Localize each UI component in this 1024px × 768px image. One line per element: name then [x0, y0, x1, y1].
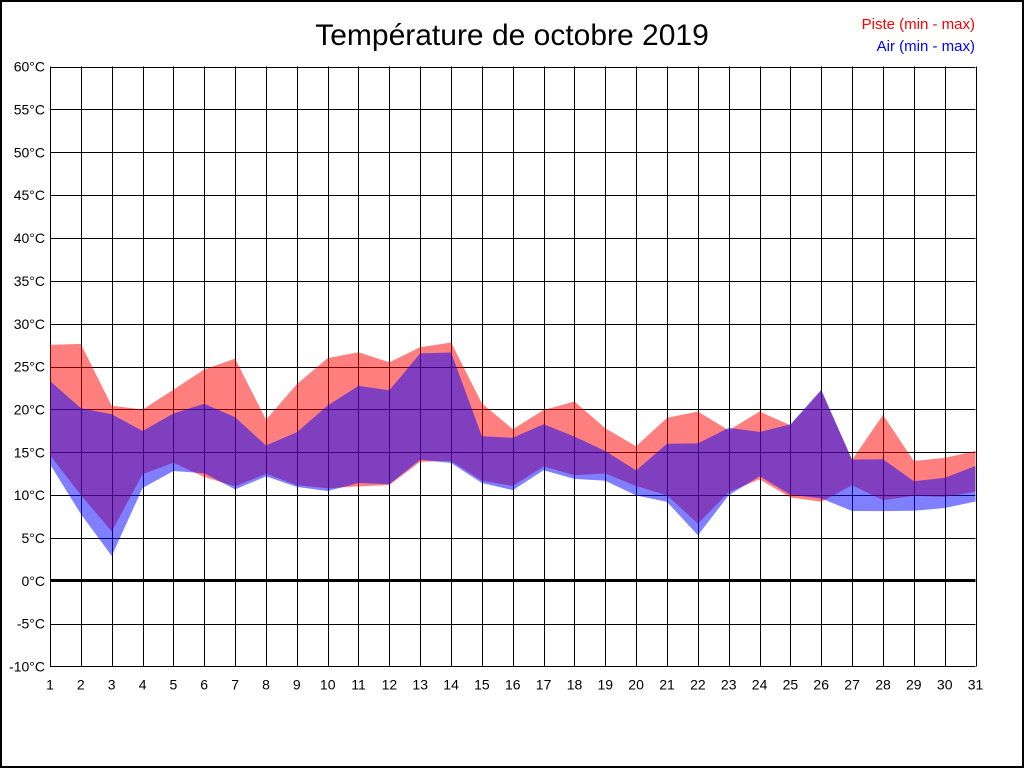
svg-text:20°C: 20°C: [14, 401, 45, 417]
svg-text:-5°C: -5°C: [17, 616, 45, 632]
svg-text:10°C: 10°C: [14, 487, 45, 503]
svg-text:30°C: 30°C: [14, 316, 45, 332]
svg-text:15°C: 15°C: [14, 444, 45, 460]
svg-text:40°C: 40°C: [14, 230, 45, 246]
svg-text:23: 23: [721, 677, 737, 693]
svg-text:18: 18: [567, 677, 583, 693]
svg-text:0°C: 0°C: [22, 573, 46, 589]
svg-text:Piste (min - max): Piste (min - max): [862, 16, 975, 33]
svg-text:7: 7: [231, 677, 239, 693]
svg-text:20: 20: [628, 677, 644, 693]
svg-text:4: 4: [139, 677, 147, 693]
svg-text:50°C: 50°C: [14, 144, 45, 160]
svg-text:15: 15: [474, 677, 490, 693]
svg-text:14: 14: [443, 677, 459, 693]
svg-text:13: 13: [412, 677, 428, 693]
svg-text:5: 5: [170, 677, 178, 693]
svg-text:10: 10: [320, 677, 336, 693]
svg-text:9: 9: [293, 677, 301, 693]
svg-text:55°C: 55°C: [14, 102, 45, 118]
svg-text:60°C: 60°C: [14, 59, 45, 75]
svg-text:30: 30: [937, 677, 953, 693]
svg-text:6: 6: [200, 677, 208, 693]
svg-text:21: 21: [659, 677, 675, 693]
svg-text:26: 26: [813, 677, 829, 693]
svg-text:45°C: 45°C: [14, 187, 45, 203]
svg-text:-10°C: -10°C: [9, 659, 45, 675]
svg-text:11: 11: [351, 677, 366, 693]
svg-text:27: 27: [844, 677, 860, 693]
svg-text:24: 24: [752, 677, 768, 693]
svg-text:35°C: 35°C: [14, 273, 45, 289]
svg-text:5°C: 5°C: [22, 530, 46, 546]
svg-text:1: 1: [46, 677, 54, 693]
svg-text:19: 19: [598, 677, 614, 693]
svg-text:25°C: 25°C: [14, 359, 45, 375]
svg-text:28: 28: [875, 677, 891, 693]
svg-text:31: 31: [968, 677, 984, 693]
svg-text:25: 25: [783, 677, 799, 693]
svg-text:17: 17: [536, 677, 552, 693]
svg-text:8: 8: [262, 677, 270, 693]
svg-text:29: 29: [906, 677, 922, 693]
svg-text:Air (min - max): Air (min - max): [877, 38, 975, 55]
svg-text:16: 16: [505, 677, 521, 693]
svg-text:Température de octobre 2019: Température de octobre 2019: [315, 19, 709, 52]
svg-text:2: 2: [77, 677, 85, 693]
svg-text:3: 3: [108, 677, 116, 693]
svg-text:12: 12: [382, 677, 398, 693]
svg-text:22: 22: [690, 677, 706, 693]
